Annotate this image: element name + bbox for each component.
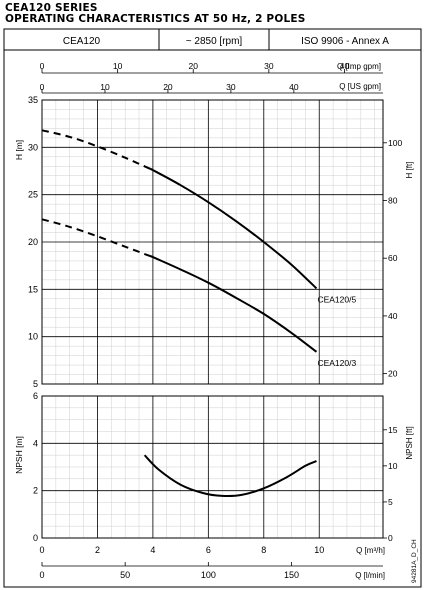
h-m-tick-label: 25 — [28, 190, 38, 200]
h-m-tick-label: 30 — [28, 142, 38, 152]
h-ft-axis-title: H [ft] — [405, 162, 414, 179]
npsh-ft-tick-label: 5 — [388, 497, 393, 507]
q-m3h-tick-label: 4 — [150, 545, 155, 555]
curve-npsh — [143, 454, 317, 498]
header-cell-1: CEA120 — [63, 36, 101, 47]
imp-gpm-tick-label: 40 — [340, 61, 350, 71]
us-gpm-tick-label: 10 — [100, 82, 110, 92]
npsh-m-tick-label: 4 — [33, 438, 38, 448]
imp-gpm-tick-label: 0 — [40, 61, 45, 71]
imp-gpm-tick-label: 20 — [189, 61, 199, 71]
header-cell-3: ISO 9906 - Annex A — [301, 36, 389, 47]
npsh-m-tick-label: 0 — [33, 533, 38, 543]
q-m3h-tick-label: 8 — [261, 545, 266, 555]
h-ft-tick-label: 60 — [388, 253, 398, 263]
series-label-cea120-3: CEA120/3 — [317, 358, 356, 368]
h-m-tick-label: 5 — [33, 379, 38, 389]
imp-gpm-tick-label: 30 — [264, 61, 274, 71]
chart-code-footnote: 94281A_D_CH — [411, 539, 418, 583]
q-m3h-tick-label: 2 — [95, 545, 100, 555]
h-ft-tick-label: 20 — [388, 369, 398, 379]
h-m-tick-label: 20 — [28, 237, 38, 247]
q-lmin-tick-label: 100 — [201, 570, 216, 580]
q-m3h-tick-label: 0 — [39, 545, 44, 555]
npsh-m-axis-title: NPSH [m] — [14, 436, 24, 474]
h-m-tick-label: 10 — [28, 332, 38, 342]
chart-subtitle: OPERATING CHARACTERISTICS AT 50 Hz, 2 PO… — [5, 13, 306, 25]
us-gpm-tick-label: 30 — [226, 82, 236, 92]
npsh-m-tick-label: 6 — [33, 391, 38, 401]
plot-border — [41, 99, 384, 385]
h-m-axis-title: H [m] — [14, 140, 24, 160]
us-gpm-tick-label: 0 — [40, 82, 45, 92]
h-ft-tick-label: 80 — [388, 195, 398, 205]
curve-cea120-5 — [148, 167, 318, 290]
header-cell-2: ~ 2850 [rpm] — [186, 36, 243, 47]
h-m-tick-label: 35 — [28, 95, 38, 105]
q-lmin-axis-title: Q [l/min] — [355, 571, 385, 580]
curve-cea120-3-dashed — [41, 218, 151, 258]
npsh-ft-tick-label: 10 — [388, 461, 398, 471]
q-lmin-tick-label: 0 — [39, 570, 44, 580]
npsh-m-tick-label: 2 — [33, 486, 38, 496]
us-gpm-axis-title: Q [US gpm] — [339, 82, 381, 91]
curve-cea120-3 — [148, 254, 318, 353]
h-m-tick-label: 15 — [28, 284, 38, 294]
curve-cea120-5-dashed — [41, 129, 151, 170]
q-lmin-tick-label: 50 — [120, 570, 130, 580]
q-m3h-axis-title: Q [m³/h] — [356, 546, 385, 555]
q-m3h-tick-label: 10 — [314, 545, 324, 555]
q-m3h-tick-label: 6 — [206, 545, 211, 555]
npsh-ft-axis-title: NPSH [ft] — [405, 426, 414, 459]
chart-title: CEA120 SERIES — [5, 2, 98, 14]
npsh-ft-tick-label: 15 — [388, 425, 398, 435]
q-lmin-tick-label: 150 — [284, 570, 299, 580]
chart-frame — [3, 28, 422, 588]
npsh-ft-tick-label: 0 — [388, 533, 393, 543]
us-gpm-tick-label: 20 — [163, 82, 173, 92]
imp-gpm-axis-title: Q [Imp gpm] — [337, 62, 381, 71]
h-ft-tick-label: 40 — [388, 311, 398, 321]
imp-gpm-tick-label: 10 — [113, 61, 123, 71]
plot-border — [41, 395, 384, 539]
series-label-cea120-5: CEA120/5 — [317, 294, 356, 304]
h-ft-tick-label: 100 — [388, 138, 402, 148]
us-gpm-tick-label: 40 — [289, 82, 299, 92]
